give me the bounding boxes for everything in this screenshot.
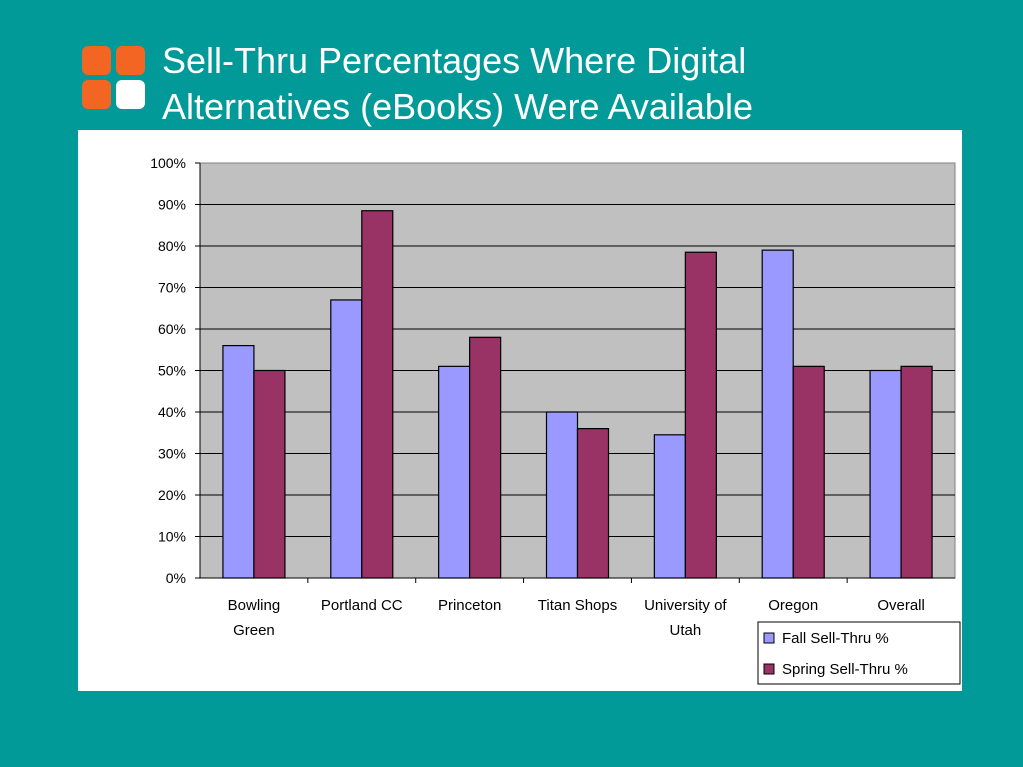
y-tick-label: 80% (158, 238, 186, 254)
legend-swatch (763, 663, 775, 675)
bar-spring (469, 336, 502, 579)
y-tick-label: 50% (158, 363, 186, 379)
bar-spring (684, 251, 717, 579)
legend: Fall Sell-Thru % Spring Sell-Thru % (757, 621, 961, 685)
slide-title: Sell-Thru Percentages Where Digital Alte… (162, 38, 1002, 130)
x-tick-label: University of (644, 597, 727, 614)
x-tick-label: Overall (877, 597, 925, 614)
bar-fall (869, 369, 902, 579)
x-tick-label: Portland CC (321, 597, 403, 614)
y-tick-label: 90% (158, 197, 186, 213)
y-tick-label: 30% (158, 446, 186, 462)
x-tick-label: Oregon (768, 597, 818, 614)
bar-fall (761, 249, 794, 579)
y-tick-label: 100% (150, 155, 186, 171)
y-tick-label: 70% (158, 280, 186, 296)
slide-title-line-2: Alternatives (eBooks) Were Available (162, 86, 753, 127)
logo-square-orange (82, 46, 111, 75)
y-tick-label: 10% (158, 529, 186, 545)
bar-fall (330, 299, 363, 579)
logo (82, 46, 148, 112)
logo-square-white (116, 80, 145, 109)
y-tick-label: 0% (166, 570, 186, 586)
bar-fall (438, 365, 471, 579)
chart-panel: 0% 10% 20% 30% 40% 50% 60% 70% 80% 90% 100% Bowling… (78, 130, 962, 691)
y-tick-label: 40% (158, 404, 186, 420)
bar-spring (900, 365, 933, 579)
legend-label: Fall Sell-Thru % (782, 630, 889, 647)
logo-square-orange (116, 46, 145, 75)
bar-fall (222, 345, 255, 579)
bar-fall (653, 434, 686, 579)
x-tick-label: Utah (670, 622, 702, 639)
legend-box (757, 621, 961, 685)
bar-spring (253, 369, 286, 579)
legend-label: Spring Sell-Thru % (782, 661, 908, 678)
bar-spring (576, 428, 610, 579)
x-tick-label: Green (233, 622, 275, 639)
bar-chart: 0% 10% 20% 30% 40% 50% 60% 70% 80% 90% 100% Bowling… (150, 155, 961, 685)
slide-title-line-1: Sell-Thru Percentages Where Digital (162, 40, 747, 81)
y-tick-label: 60% (158, 321, 186, 337)
x-tick-label: Princeton (438, 597, 501, 614)
x-tick-label: Bowling (228, 597, 281, 614)
bar-fall (545, 411, 579, 579)
legend-swatch (763, 632, 775, 644)
logo-square-orange (82, 80, 111, 109)
y-tick-label: 20% (158, 487, 186, 503)
bar-spring (361, 210, 394, 579)
x-tick-label: Titan Shops (538, 597, 618, 614)
bar-spring (792, 365, 825, 579)
